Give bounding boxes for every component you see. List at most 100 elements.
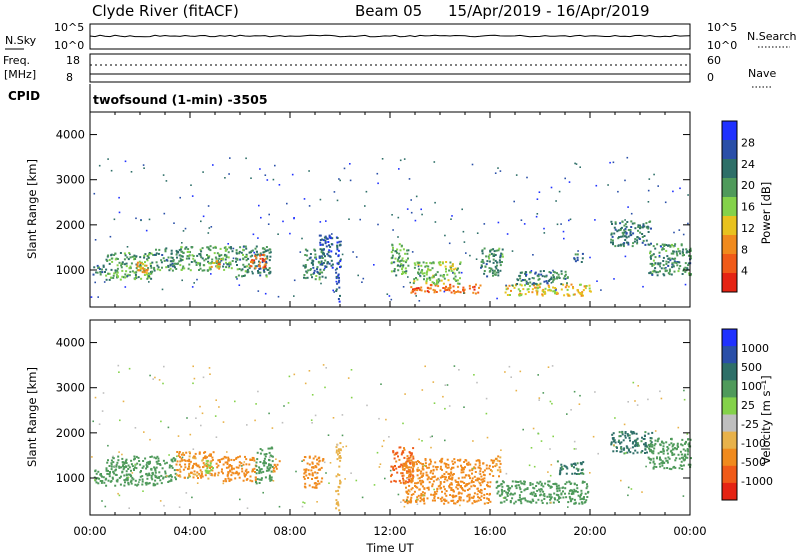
range-cell bbox=[305, 474, 308, 477]
range-cell bbox=[560, 270, 563, 273]
noise-cell bbox=[207, 205, 210, 207]
range-cell bbox=[687, 463, 690, 466]
noise-cell bbox=[336, 248, 339, 251]
range-cell bbox=[199, 248, 202, 251]
range-cell bbox=[201, 269, 204, 272]
range-cell bbox=[524, 278, 527, 281]
colorbar-segment bbox=[722, 380, 737, 398]
range-cell bbox=[492, 258, 495, 261]
range-cell bbox=[541, 294, 544, 297]
range-cell bbox=[462, 499, 465, 502]
range-cell bbox=[498, 466, 501, 469]
noise-cell bbox=[547, 471, 549, 473]
range-cell bbox=[135, 467, 138, 470]
range-cell bbox=[477, 477, 480, 480]
range-cell bbox=[401, 268, 403, 271]
range-cell bbox=[499, 469, 502, 472]
range-cell bbox=[539, 490, 542, 493]
range-cell bbox=[397, 264, 399, 267]
range-cell bbox=[435, 291, 438, 293]
range-cell bbox=[393, 469, 396, 471]
range-cell bbox=[254, 479, 257, 481]
range-cell bbox=[546, 495, 549, 498]
range-cell bbox=[249, 459, 252, 461]
range-cell bbox=[423, 275, 426, 278]
range-cell bbox=[577, 468, 580, 471]
noise-cell bbox=[118, 211, 121, 214]
range-cell bbox=[265, 261, 268, 264]
range-cell bbox=[247, 471, 250, 474]
range-cell bbox=[124, 481, 126, 484]
noise-cell bbox=[537, 432, 540, 435]
range-cell bbox=[450, 487, 453, 490]
range-cell bbox=[536, 481, 539, 484]
range-cell bbox=[475, 500, 478, 503]
range-cell bbox=[542, 270, 545, 272]
range-cell bbox=[146, 461, 149, 464]
range-cell bbox=[429, 477, 432, 480]
range-cell bbox=[122, 465, 124, 468]
noise-cell bbox=[682, 233, 685, 236]
range-cell bbox=[147, 482, 150, 485]
range-cell bbox=[614, 222, 617, 225]
range-cell bbox=[260, 478, 263, 481]
range-cell bbox=[469, 463, 472, 466]
range-cell bbox=[401, 257, 404, 260]
range-cell bbox=[456, 459, 459, 462]
noise-cell bbox=[241, 465, 243, 467]
range-cell bbox=[446, 289, 449, 291]
range-cell bbox=[117, 455, 120, 458]
range-cell bbox=[397, 258, 400, 261]
range-cell bbox=[202, 462, 205, 465]
range-cell bbox=[143, 254, 146, 257]
range-cell bbox=[189, 269, 192, 272]
range-cell bbox=[443, 473, 446, 475]
noise-cell bbox=[189, 433, 192, 436]
range-cell bbox=[251, 272, 254, 275]
range-cell bbox=[217, 265, 220, 268]
range-cell bbox=[180, 465, 183, 468]
range-cell bbox=[245, 468, 248, 471]
range-cell bbox=[159, 464, 162, 466]
noise-cell bbox=[397, 216, 400, 219]
range-cell bbox=[124, 254, 127, 257]
range-cell bbox=[265, 453, 268, 455]
range-cell bbox=[250, 265, 253, 268]
range-cell bbox=[337, 274, 340, 277]
range-cell bbox=[225, 261, 227, 264]
range-cell bbox=[153, 266, 156, 269]
noise-cell bbox=[476, 381, 478, 384]
range-cell bbox=[303, 274, 306, 276]
range-cell bbox=[237, 473, 240, 476]
range-cell bbox=[557, 273, 560, 276]
range-cell bbox=[321, 271, 324, 274]
range-cell bbox=[408, 484, 411, 487]
range-cell bbox=[536, 291, 539, 294]
colorbar-segment bbox=[722, 159, 737, 179]
range-cell bbox=[636, 239, 639, 242]
range-cell bbox=[431, 276, 434, 279]
noise-cell bbox=[212, 164, 214, 166]
range-cell bbox=[553, 492, 556, 495]
range-cell bbox=[497, 249, 500, 252]
range-cell bbox=[416, 470, 419, 472]
range-cell bbox=[543, 275, 546, 278]
noise-cell bbox=[373, 264, 375, 266]
station-title: Clyde River (fitACF) bbox=[92, 2, 239, 20]
noise-cell bbox=[578, 403, 581, 405]
range-cell bbox=[459, 486, 462, 489]
noise-cell bbox=[614, 417, 616, 419]
range-cell bbox=[468, 493, 471, 496]
range-cell bbox=[397, 465, 400, 468]
range-cell bbox=[497, 455, 500, 458]
range-cell bbox=[127, 258, 130, 261]
range-cell bbox=[203, 269, 206, 272]
range-cell bbox=[437, 261, 440, 264]
range-cell bbox=[183, 453, 186, 456]
range-cell bbox=[432, 288, 435, 291]
range-cell bbox=[671, 262, 674, 265]
range-cell bbox=[316, 268, 318, 271]
range-cell bbox=[148, 474, 151, 477]
range-cell bbox=[488, 493, 491, 496]
noise-cell bbox=[337, 281, 340, 284]
